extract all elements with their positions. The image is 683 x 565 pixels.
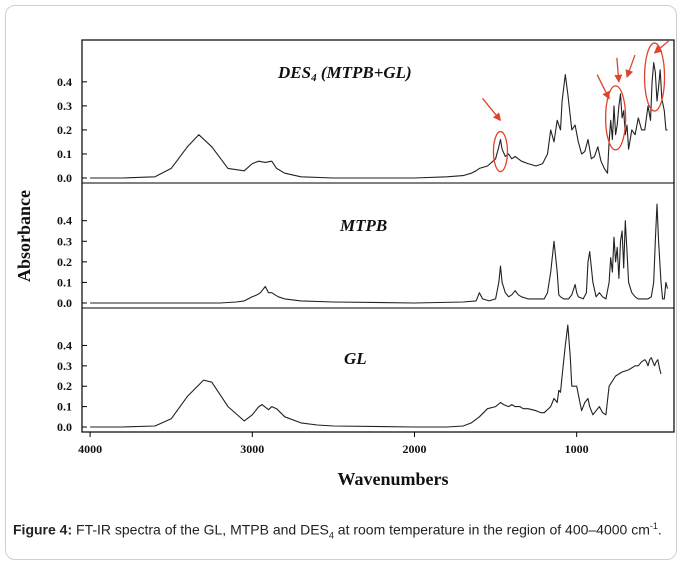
y-tick-label: 0.1 [57,147,72,161]
x-tick-label: 2000 [402,442,426,456]
figure-caption: Figure 4: FT-IR spectra of the GL, MTPB … [13,517,673,544]
highlight-circle [604,85,627,151]
caption-label: Figure 4: [13,521,73,538]
y-tick-label: 0.0 [57,420,72,434]
annotation-arrow [653,40,669,54]
spectrum-line-des [90,62,668,179]
annotation-arrow [481,97,502,122]
y-axis-label: Absorbance [14,190,34,282]
highlight-circle [643,42,666,112]
y-tick-label: 0.2 [57,123,72,137]
panel-label: MTPB [339,216,387,235]
caption-text-3: . [657,521,662,538]
panel-label-subscript: 4 [310,72,317,84]
y-tick-label: 0.2 [57,255,72,269]
ftir-chart: 0.0 0.1 0.2 0.3 0.4 DES4 (MTPB+GL) 0.0 0.1 0.2 0.… [14,39,675,489]
y-tick-label: 0.0 [57,171,72,185]
x-tick-label: 4000 [78,442,102,456]
x-axis-label: Wavenumbers [337,469,448,489]
y-tick-label: 0.3 [57,359,72,373]
annotation-arrow [625,54,636,78]
annotation-arrow [596,74,610,100]
panel-label-main: GL [344,349,367,368]
panel-label-rest: (MTPB+GL) [317,63,412,82]
highlight-circle [492,130,509,173]
x-tick-label: 3000 [240,442,264,456]
y-tick-label: 0.3 [57,234,72,248]
figure-frame [5,5,677,560]
panel-label: GL [344,349,367,368]
y-tick-label: 0.2 [57,379,72,393]
caption-subscript: 4 [328,530,334,541]
panel-label-main: DES [277,63,311,82]
y-tick-label: 0.1 [57,275,72,289]
panel-label-main: MTPB [339,216,387,235]
y-tick-label: 0.4 [57,75,72,89]
y-tick-label: 0.1 [57,400,72,414]
caption-superscript: -1 [649,521,658,531]
y-tick-label: 0.4 [57,338,72,352]
annotation-arrow [614,57,623,83]
y-tick-label: 0.4 [57,214,72,228]
x-tick-label: 1000 [565,442,589,456]
y-tick-label: 0.3 [57,99,72,113]
y-tick-label: 0.0 [57,296,72,310]
panel-label: DES4 (MTPB+GL) [277,63,412,84]
spectrum-line-mtpb [90,203,669,304]
caption-text-2: at room temperature in the region of 400… [333,521,650,538]
spectrum-line-gl [90,324,662,428]
caption-text-1: FT-IR spectra of the GL, MTPB and DES [72,521,329,538]
plot-border [81,39,675,433]
